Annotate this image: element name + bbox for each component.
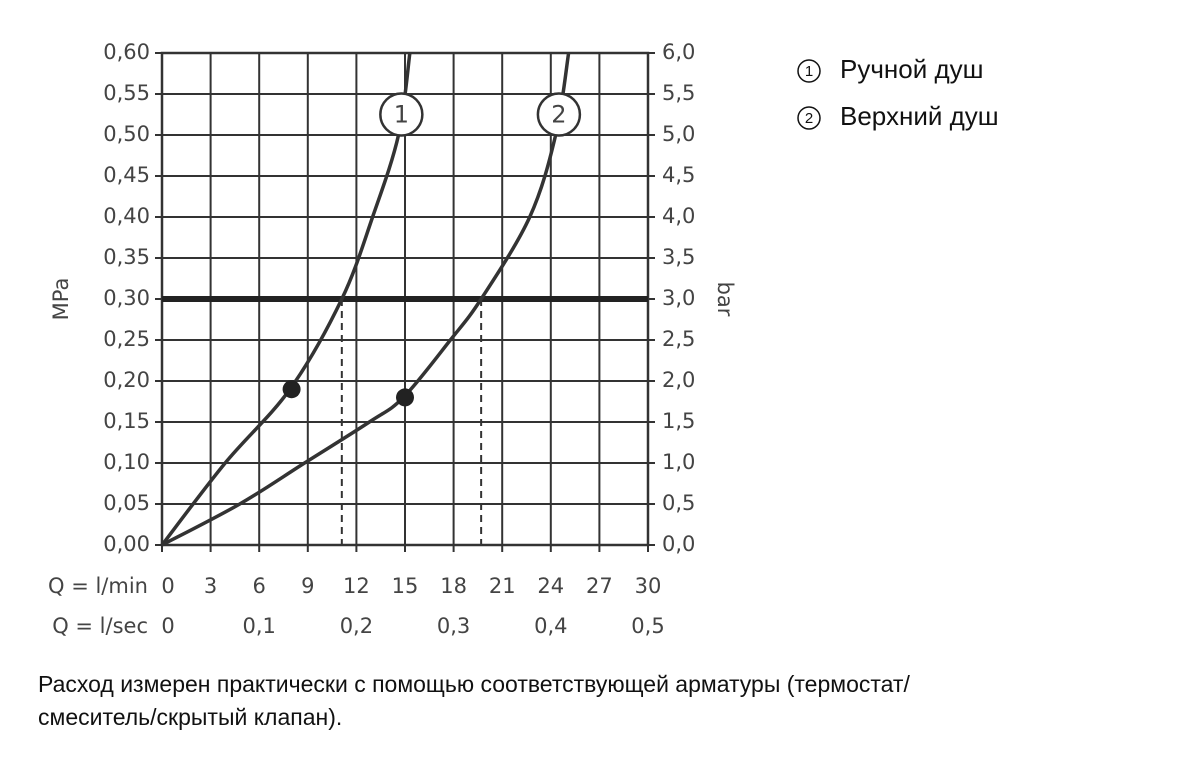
y-tick-label: 0,60 xyxy=(103,40,150,64)
x-tick-label: 9 xyxy=(301,574,314,598)
y-tick-label: 0,05 xyxy=(103,491,150,515)
x-tick-label: 21 xyxy=(489,574,516,598)
y-tick-label: 0,55 xyxy=(103,81,150,105)
marker xyxy=(282,380,301,399)
x-tick-label: 3 xyxy=(204,574,217,598)
y2-tick-label: 4,5 xyxy=(662,163,695,187)
legend-symbol-label: 1 xyxy=(805,63,813,80)
note: смеситель/скрытый клапан). xyxy=(38,704,342,730)
y-tick-label: 0,30 xyxy=(103,286,150,310)
x-tick-label: 30 xyxy=(635,574,662,598)
y2-axis-label: bar xyxy=(713,282,737,317)
x-tick-label: 6 xyxy=(253,574,266,598)
y2-tick-label: 3,5 xyxy=(662,245,695,269)
note: Расход измерен практически с помощью соо… xyxy=(38,671,910,697)
y2-tick-label: 2,0 xyxy=(662,368,695,392)
y-tick-label: 0,10 xyxy=(103,450,150,474)
x-tick-label: 24 xyxy=(537,574,564,598)
legend-label: Ручной душ xyxy=(840,54,983,84)
x-tick-label: 0 xyxy=(161,574,174,598)
curve-label: 1 xyxy=(394,101,409,129)
curve-label: 2 xyxy=(551,101,566,129)
y2-tick-label: 2,5 xyxy=(662,327,695,351)
x-tick-label: 15 xyxy=(392,574,419,598)
y2-tick-label: 4,0 xyxy=(662,204,695,228)
y2-tick-label: 5,0 xyxy=(662,122,695,146)
x-tick-label: 27 xyxy=(586,574,613,598)
y-tick-label: 0,15 xyxy=(103,409,150,433)
y-tick-label: 0,20 xyxy=(103,368,150,392)
series-line xyxy=(161,52,571,547)
marker xyxy=(396,388,414,407)
x2-axis-label: Q = l/sec xyxy=(52,614,148,638)
y-tick-label: 0,40 xyxy=(103,204,150,228)
x2-tick-label: 0,5 xyxy=(631,614,664,638)
y-tick-label: 0,45 xyxy=(103,163,150,187)
y-tick-label: 0,35 xyxy=(103,245,150,269)
x2-tick-label: 0,4 xyxy=(534,614,567,638)
legend-label: Верхний душ xyxy=(840,101,999,131)
y2-tick-label: 5,5 xyxy=(662,81,695,105)
y-tick-label: 0,25 xyxy=(103,327,150,351)
y-tick-label: 0,00 xyxy=(103,532,150,556)
x-axis-label: Q = l/min xyxy=(48,574,148,598)
x2-tick-label: 0 xyxy=(161,614,174,638)
y2-tick-label: 1,5 xyxy=(662,409,695,433)
y2-tick-label: 1,0 xyxy=(662,450,695,474)
x2-tick-label: 0,2 xyxy=(340,614,373,638)
y-axis-label: MPa xyxy=(49,278,73,321)
x2-tick-label: 0,1 xyxy=(242,614,275,638)
x-tick-label: 12 xyxy=(343,574,370,598)
legend-symbol xyxy=(797,106,821,130)
y2-tick-label: 6,0 xyxy=(662,40,695,64)
y-tick-label: 0,50 xyxy=(103,122,150,146)
x2-tick-label: 0,3 xyxy=(437,614,470,638)
legend-symbol-label: 2 xyxy=(805,110,813,127)
legend-symbol xyxy=(797,59,821,83)
y2-tick-label: 0,0 xyxy=(662,532,695,556)
x-tick-label: 18 xyxy=(440,574,467,598)
curve-label-circle xyxy=(536,92,582,137)
curve-label-circle xyxy=(379,92,424,137)
y2-tick-label: 0,5 xyxy=(662,491,695,515)
y2-tick-label: 3,0 xyxy=(662,286,695,310)
